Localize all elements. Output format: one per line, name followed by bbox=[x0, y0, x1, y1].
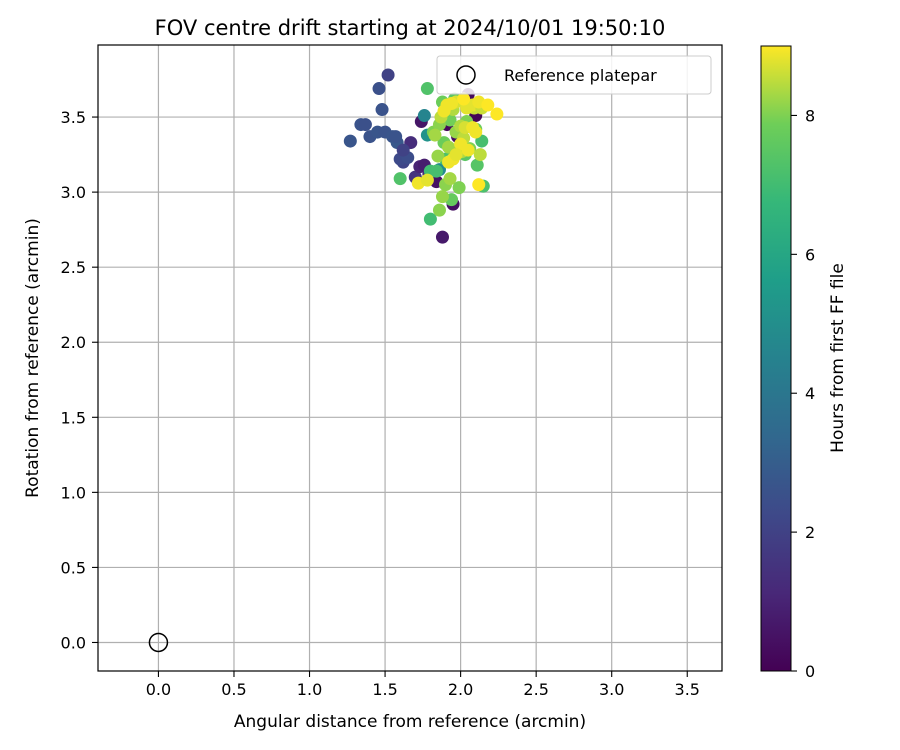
data-point bbox=[393, 172, 407, 186]
y-tick-label: 2.5 bbox=[61, 258, 86, 277]
legend-box bbox=[436, 55, 712, 95]
data-point bbox=[432, 203, 446, 217]
y-tick-label: 0.5 bbox=[61, 558, 86, 577]
x-tick-label: 0.0 bbox=[146, 680, 171, 699]
y-axis-ticks: 0.0 0.5 1.0 1.5 2.0 2.5 3.0 3.5 bbox=[61, 108, 98, 652]
data-point bbox=[420, 173, 434, 187]
x-tick-label: 3.5 bbox=[675, 680, 700, 699]
data-point bbox=[490, 107, 504, 121]
x-tick-label: 2.0 bbox=[448, 680, 473, 699]
x-tick-label: 3.0 bbox=[599, 680, 624, 699]
data-point bbox=[435, 230, 449, 244]
reference-platepar-marker bbox=[148, 632, 169, 653]
colorbar-tick-label: 0 bbox=[805, 662, 815, 681]
data-point bbox=[431, 149, 445, 163]
data-point bbox=[435, 190, 449, 204]
x-axis-label: Angular distance from reference (arcmin) bbox=[234, 712, 586, 732]
data-point bbox=[343, 134, 357, 148]
y-tick-label: 1.0 bbox=[61, 483, 86, 502]
data-point bbox=[375, 103, 389, 117]
plot-area-frame bbox=[97, 44, 723, 672]
data-point bbox=[417, 109, 431, 123]
y-tick-label: 1.5 bbox=[61, 408, 86, 427]
data-point bbox=[445, 97, 459, 111]
legend-marker-icon bbox=[456, 65, 476, 85]
y-tick-label: 0.0 bbox=[61, 633, 86, 652]
data-point bbox=[470, 158, 484, 172]
data-point bbox=[457, 92, 471, 106]
colorbar-tick-label: 8 bbox=[805, 106, 815, 125]
legend: Reference platepar bbox=[436, 55, 712, 95]
data-point bbox=[481, 98, 495, 112]
data-point bbox=[452, 181, 466, 195]
colorbar-tick-label: 4 bbox=[805, 384, 815, 403]
legend-entry-reference-platepar: Reference platepar bbox=[504, 66, 657, 85]
data-points bbox=[343, 68, 504, 244]
y-tick-label: 3.5 bbox=[61, 108, 86, 127]
colorbar-tick-label: 6 bbox=[805, 245, 815, 264]
y-tick-label: 3.0 bbox=[61, 183, 86, 202]
data-point bbox=[423, 212, 437, 226]
data-point bbox=[389, 130, 403, 144]
x-tick-label: 2.5 bbox=[523, 680, 548, 699]
chart-title: FOV centre drift starting at 2024/10/01 … bbox=[155, 16, 666, 40]
colorbar-tick-label: 2 bbox=[805, 523, 815, 542]
data-point bbox=[466, 121, 480, 135]
data-point bbox=[461, 143, 475, 157]
colorbar-gradient bbox=[760, 45, 792, 672]
data-point bbox=[358, 118, 372, 132]
data-point bbox=[443, 172, 457, 186]
y-tick-label: 2.0 bbox=[61, 333, 86, 352]
data-point bbox=[428, 128, 442, 142]
data-point bbox=[472, 178, 486, 192]
data-point bbox=[420, 82, 434, 96]
data-point bbox=[381, 68, 395, 82]
data-point bbox=[372, 82, 386, 96]
colorbar-ticks: 0 2 4 6 8 bbox=[791, 106, 815, 681]
data-point bbox=[429, 164, 443, 178]
colorbar: 0 2 4 6 8 Hours from first FF file bbox=[760, 45, 848, 681]
data-point bbox=[473, 148, 487, 162]
data-point bbox=[449, 148, 463, 162]
x-tick-label: 1.0 bbox=[297, 680, 322, 699]
x-axis-ticks: 0.0 0.5 1.0 1.5 2.0 2.5 3.0 3.5 bbox=[146, 671, 700, 699]
x-tick-label: 0.5 bbox=[221, 680, 246, 699]
y-gridlines bbox=[98, 116, 722, 644]
data-point bbox=[396, 143, 410, 157]
x-tick-label: 1.5 bbox=[372, 680, 397, 699]
y-axis-label: Rotation from reference (arcmin) bbox=[23, 218, 43, 498]
colorbar-label: Hours from first FF file bbox=[828, 263, 848, 453]
